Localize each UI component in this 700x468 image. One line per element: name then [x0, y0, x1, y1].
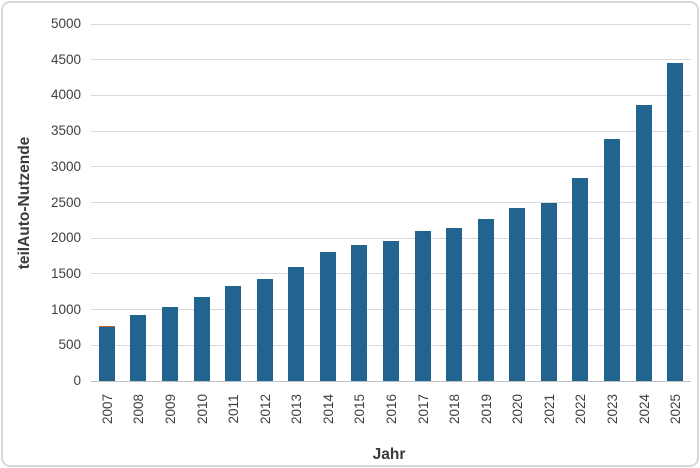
y-tick-500: 500	[58, 337, 81, 353]
bar-2017	[414, 231, 431, 381]
bar-2020	[509, 207, 526, 381]
bar-2009	[161, 307, 178, 381]
x-tick-2025: 2025	[667, 393, 683, 425]
y-tick-1500: 1500	[50, 265, 81, 281]
bar-2014	[319, 252, 336, 381]
bar-2023	[604, 138, 621, 381]
bar-2015	[351, 245, 368, 381]
bar-2013	[288, 267, 305, 381]
bar-2019	[477, 218, 494, 381]
gridline-3000	[91, 166, 691, 168]
x-axis-line	[91, 381, 691, 382]
gridline-3500	[91, 130, 691, 132]
bar-cap-2007	[98, 325, 115, 328]
gridline-4500	[91, 59, 691, 61]
plot-area	[91, 23, 691, 382]
bar-2016	[383, 241, 399, 381]
y-axis-title: teilAuto-Nutzende	[16, 136, 33, 270]
bar-2022	[572, 177, 589, 381]
y-tick-5000: 5000	[50, 16, 81, 31]
x-axis-title: Jahr	[372, 446, 406, 463]
bar-2025	[667, 62, 684, 381]
y-tick-1000: 1000	[50, 301, 81, 317]
y-tick-3500: 3500	[50, 123, 81, 139]
bar-2008	[130, 314, 147, 381]
bar-2012	[256, 278, 273, 381]
gridline-2000	[91, 237, 691, 239]
y-tick-2500: 2500	[50, 194, 81, 210]
gridline-5000	[91, 23, 691, 25]
y-tick-4500: 4500	[50, 51, 81, 67]
y-tick-2000: 2000	[50, 230, 81, 246]
y-tick-3000: 3000	[50, 158, 81, 174]
bar-2021	[540, 203, 557, 381]
y-tick-0: 0	[73, 373, 81, 388]
gridline-2500	[91, 202, 691, 203]
bar-2007	[98, 325, 115, 381]
bar-2011	[225, 286, 242, 381]
bar-2010	[193, 296, 210, 381]
y-tick-4000: 4000	[50, 87, 81, 103]
gridline-4000	[91, 94, 691, 96]
bar-2024	[635, 104, 652, 381]
bar-2018	[446, 227, 463, 381]
